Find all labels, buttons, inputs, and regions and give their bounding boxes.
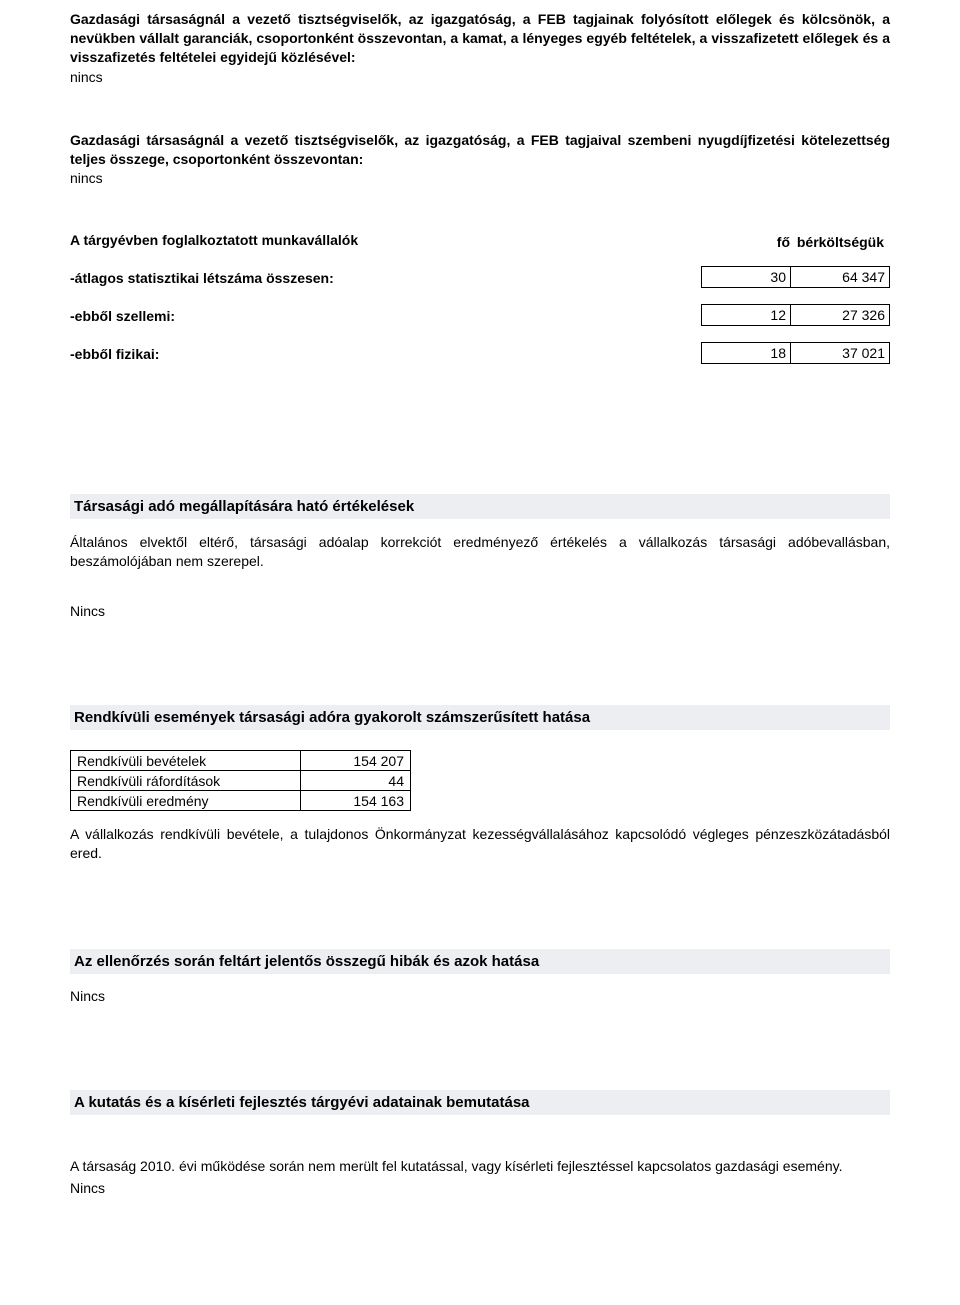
rendkivuli-table: Rendkívüli bevételek 154 207 Rendkívüli … — [70, 750, 411, 811]
para-pension: Gazdasági társaságnál a vezető tisztségv… — [70, 131, 890, 169]
para-pension-nincs: nincs — [70, 170, 890, 186]
nincs-tarsasagi: Nincs — [70, 603, 890, 619]
emp-row-szellemi: -ebből szellemi: 12 27 326 — [70, 304, 890, 326]
emp-col-cost: bérköltségük — [790, 234, 890, 250]
heading-tarsasagi: Társasági adó megállapítására ható érték… — [70, 494, 890, 519]
emp-row-total: -átlagos statisztikai létszáma összesen:… — [70, 266, 890, 288]
emp-row-fizikai: -ebből fizikai: 18 37 021 — [70, 342, 890, 364]
nincs-ellenorzes: Nincs — [70, 988, 890, 1004]
emp-row-label: -átlagos statisztikai létszáma összesen: — [70, 270, 701, 288]
rk-value: 44 — [301, 771, 411, 791]
table-row: Rendkívüli eredmény 154 163 — [71, 791, 411, 811]
emp-cell-cost: 27 326 — [790, 304, 890, 326]
body-tarsasagi: Általános elvektől eltérő, társasági adó… — [70, 533, 890, 571]
rk-value: 154 163 — [301, 791, 411, 811]
para-advances-nincs: nincs — [70, 69, 890, 85]
emp-header-row: A tárgyévben foglalkoztatott munkavállal… — [70, 232, 890, 250]
heading-rendkivuli: Rendkívüli események társasági adóra gya… — [70, 705, 890, 730]
emp-cell-cost: 37 021 — [790, 342, 890, 364]
emp-row-label: -ebből fizikai: — [70, 346, 701, 364]
emp-row-label: -ebből szellemi: — [70, 308, 701, 326]
emp-header-label: A tárgyévben foglalkoztatott munkavállal… — [70, 232, 700, 250]
heading-kutatas: A kutatás és a kísérleti fejlesztés tárg… — [70, 1090, 890, 1115]
rk-label: Rendkívüli ráfordítások — [71, 771, 301, 791]
rk-label: Rendkívüli bevételek — [71, 751, 301, 771]
nincs-kutatas: Nincs — [70, 1180, 890, 1196]
para-advances: Gazdasági társaságnál a vezető tisztségv… — [70, 10, 890, 67]
body-rendkivuli: A vállalkozás rendkívüli bevétele, a tul… — [70, 825, 890, 863]
emp-cell-fo: 12 — [701, 304, 791, 326]
rk-value: 154 207 — [301, 751, 411, 771]
body-kutatas: A társaság 2010. évi működése során nem … — [70, 1157, 890, 1176]
heading-ellenorzes: Az ellenőrzés során feltárt jelentős öss… — [70, 949, 890, 974]
table-row: Rendkívüli bevételek 154 207 — [71, 751, 411, 771]
emp-cell-fo: 18 — [701, 342, 791, 364]
rk-label: Rendkívüli eredmény — [71, 791, 301, 811]
emp-cell-fo: 30 — [701, 266, 791, 288]
emp-col-fo: fő — [700, 234, 790, 250]
emp-cell-cost: 64 347 — [790, 266, 890, 288]
table-row: Rendkívüli ráfordítások 44 — [71, 771, 411, 791]
